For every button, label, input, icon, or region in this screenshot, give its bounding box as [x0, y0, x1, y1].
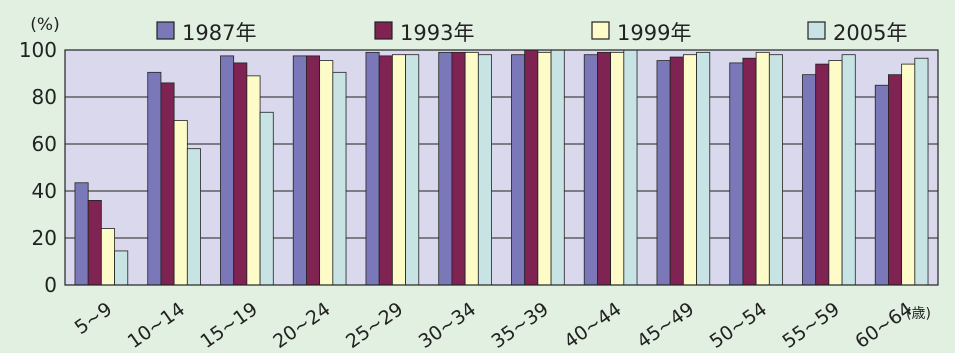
- bar: [550, 49, 565, 286]
- y-tick-label: 0: [44, 273, 57, 297]
- x-axis-unit: (歳): [906, 306, 931, 322]
- bar: [583, 54, 598, 286]
- bar: [160, 82, 175, 286]
- bar: [378, 55, 393, 286]
- bar: [511, 54, 526, 286]
- bar: [147, 71, 162, 286]
- bar: [802, 74, 817, 286]
- bar: [405, 54, 420, 286]
- y-axis-label: (%): [30, 15, 59, 35]
- bar: [729, 62, 744, 286]
- bar: [477, 54, 492, 286]
- bar: [451, 51, 466, 286]
- x-tick-label: 20~24: [269, 298, 334, 349]
- legend-entry: 1999年: [617, 21, 691, 45]
- y-tick-label: 80: [32, 85, 57, 109]
- bar: [656, 60, 671, 286]
- bar: [365, 51, 380, 286]
- bar: [669, 56, 684, 286]
- x-tick-label: 25~29: [342, 298, 407, 349]
- x-tick-label: 5~9: [71, 298, 116, 339]
- bar: [306, 55, 321, 286]
- bar: [914, 57, 929, 286]
- x-tick-label: 35~39: [487, 298, 552, 349]
- bar: [173, 120, 188, 286]
- x-tick-label: 15~19: [196, 298, 261, 349]
- bar: [233, 62, 248, 286]
- bar: [259, 111, 274, 286]
- bar: [682, 54, 697, 286]
- legend-swatch: [807, 21, 826, 40]
- bar: [100, 228, 115, 286]
- bar: [815, 63, 830, 286]
- y-tick-label: 20: [32, 226, 57, 250]
- bar: [901, 63, 916, 286]
- bar: [391, 54, 406, 286]
- bar: [888, 74, 903, 286]
- bar: [768, 54, 783, 286]
- bar: [319, 60, 334, 286]
- legend-entry: 1987年: [182, 21, 256, 45]
- legend-entry: 2005年: [833, 21, 907, 45]
- legend-entry: 1993年: [400, 21, 474, 45]
- bar: [524, 49, 539, 286]
- x-tick-label: 40~44: [560, 298, 625, 349]
- bar: [246, 75, 261, 286]
- bar: [755, 51, 770, 286]
- legend-swatch: [374, 21, 393, 40]
- bar: [742, 57, 757, 286]
- legend-swatch: [591, 21, 610, 40]
- x-tick-label: 10~14: [124, 298, 189, 349]
- bar: [186, 148, 201, 286]
- bar: [220, 55, 235, 286]
- bar: [87, 199, 102, 286]
- bar: [74, 182, 89, 286]
- bar: [696, 51, 711, 286]
- bar: [623, 49, 638, 286]
- bar: [292, 55, 307, 286]
- y-tick-label: 40: [32, 179, 57, 203]
- y-tick-label: 100: [19, 38, 57, 62]
- bar: [597, 51, 612, 286]
- x-tick-label: 45~49: [633, 298, 698, 349]
- x-tick-label: 55~59: [778, 298, 843, 349]
- bar: [332, 71, 347, 286]
- plot-area: [65, 50, 938, 285]
- x-tick-label: 30~34: [415, 298, 480, 349]
- legend-swatch: [156, 21, 175, 40]
- bar: [874, 84, 889, 286]
- bar: [841, 54, 856, 286]
- bar: [610, 51, 625, 286]
- bar: [464, 51, 479, 286]
- bar: [828, 60, 843, 286]
- bar: [537, 51, 552, 286]
- bar: [114, 250, 129, 286]
- x-tick-label: 50~54: [706, 298, 771, 349]
- plot-frame: [64, 49, 939, 286]
- y-tick-label: 60: [32, 132, 57, 156]
- bar: [438, 51, 453, 286]
